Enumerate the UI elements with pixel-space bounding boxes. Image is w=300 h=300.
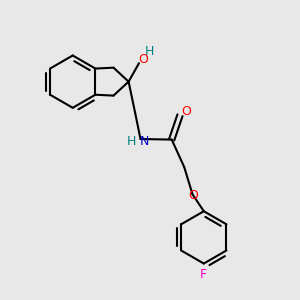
Text: O: O (139, 53, 148, 66)
Text: H: H (145, 45, 154, 58)
Text: O: O (188, 189, 198, 202)
Text: H: H (126, 135, 136, 148)
Text: O: O (182, 105, 191, 118)
Text: F: F (200, 268, 207, 281)
Text: N: N (140, 135, 149, 148)
